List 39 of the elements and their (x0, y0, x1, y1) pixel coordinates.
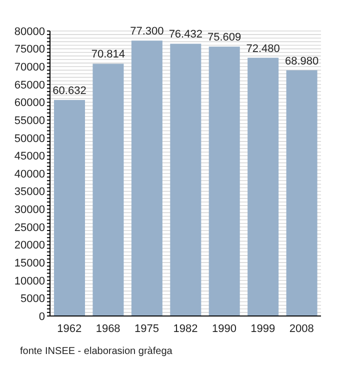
x-tick-label: 2008 (289, 322, 314, 335)
bar (286, 70, 318, 316)
x-tick-label: 1999 (250, 322, 276, 335)
x-tick-label: 1975 (134, 322, 160, 335)
y-tick-label: 55000 (14, 114, 45, 127)
bar (170, 44, 202, 316)
y-tick-label: 15000 (14, 257, 45, 270)
y-tick-label: 40000 (14, 168, 45, 180)
y-tick-label: 80000 (14, 26, 45, 38)
y-tick-label: 35000 (14, 186, 45, 198)
bar (92, 64, 124, 316)
y-tick-label: 10000 (14, 275, 45, 288)
y-tick-label: 5000 (20, 293, 45, 306)
x-tick-label: 1990 (212, 322, 236, 335)
data-label: 70.814 (91, 48, 126, 61)
y-tick-label: 25000 (14, 222, 45, 234)
y-tick-label: 30000 (14, 204, 45, 216)
x-tick-label: 1962 (57, 322, 82, 335)
y-tick-label: 75000 (14, 44, 45, 56)
y-tick-label: 45000 (14, 150, 45, 163)
bar (131, 40, 162, 316)
data-label: 75.609 (208, 32, 242, 44)
y-tick-label: 65000 (14, 79, 45, 92)
bar (54, 100, 85, 316)
x-tick-label: 1968 (96, 322, 120, 335)
y-tick-label: 20000 (14, 240, 45, 252)
data-label: 60.632 (52, 85, 86, 97)
y-tick-label: 50000 (14, 132, 45, 145)
y-tick-label: 70000 (14, 62, 45, 74)
bar (248, 58, 279, 316)
x-tick-label: 1982 (173, 322, 198, 335)
data-label: 68.980 (284, 55, 319, 68)
source-note: fonte INSEE - elaborasion gràfega (20, 346, 174, 357)
y-tick-label: 60000 (14, 97, 45, 110)
data-label: 72.480 (246, 42, 280, 55)
data-label: 76.432 (168, 28, 202, 41)
bar (208, 46, 240, 316)
data-label: 77.300 (130, 26, 164, 38)
y-tick-label: 0 (38, 310, 45, 323)
